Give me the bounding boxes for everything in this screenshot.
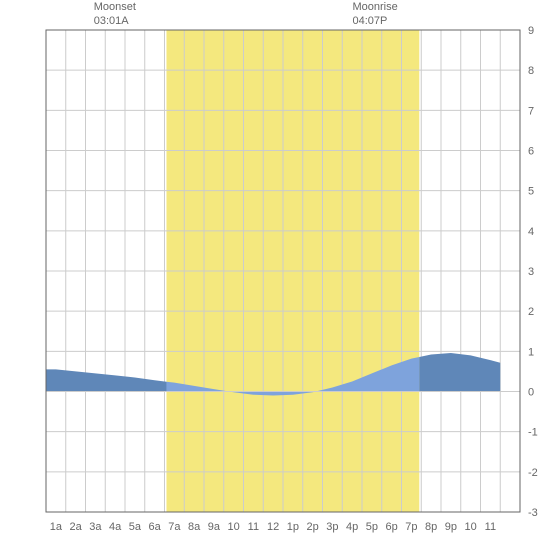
moonrise-label: Moonrise 04:07P xyxy=(352,0,397,29)
svg-text:11: 11 xyxy=(248,521,259,533)
svg-text:12: 12 xyxy=(267,521,279,533)
moonrise-title: Moonrise xyxy=(352,1,397,13)
tide-chart: Moonset 03:01A Moonrise 04:07P -3-2-1012… xyxy=(0,0,550,550)
svg-text:4p: 4p xyxy=(346,521,358,533)
svg-text:7p: 7p xyxy=(405,521,417,533)
svg-text:3: 3 xyxy=(528,266,534,278)
moonset-label: Moonset 03:01A xyxy=(94,0,136,29)
svg-text:9p: 9p xyxy=(445,521,457,533)
svg-text:7: 7 xyxy=(528,105,534,117)
svg-text:4a: 4a xyxy=(109,521,122,533)
svg-text:9: 9 xyxy=(528,25,534,37)
svg-text:9a: 9a xyxy=(208,521,221,533)
svg-text:6: 6 xyxy=(528,146,534,158)
svg-text:2: 2 xyxy=(528,306,534,318)
svg-text:3a: 3a xyxy=(89,521,102,533)
svg-text:1p: 1p xyxy=(287,521,299,533)
svg-text:5a: 5a xyxy=(129,521,142,533)
svg-text:10: 10 xyxy=(228,521,240,533)
svg-text:3p: 3p xyxy=(326,521,338,533)
svg-text:1: 1 xyxy=(528,346,534,358)
svg-text:10: 10 xyxy=(465,521,477,533)
svg-text:8a: 8a xyxy=(188,521,201,533)
svg-text:2p: 2p xyxy=(307,521,319,533)
svg-text:8: 8 xyxy=(528,65,534,77)
moonset-title: Moonset xyxy=(94,1,136,13)
svg-text:8p: 8p xyxy=(425,521,437,533)
svg-text:-1: -1 xyxy=(528,427,538,439)
moonset-time: 03:01A xyxy=(94,15,129,27)
svg-text:5p: 5p xyxy=(366,521,378,533)
moonrise-time: 04:07P xyxy=(352,15,387,27)
svg-text:6a: 6a xyxy=(149,521,162,533)
svg-text:-3: -3 xyxy=(528,507,538,519)
svg-text:0: 0 xyxy=(528,387,534,399)
svg-text:6p: 6p xyxy=(386,521,398,533)
chart-svg: -3-2-101234567891a2a3a4a5a6a7a8a9a101112… xyxy=(0,0,550,550)
svg-text:11: 11 xyxy=(485,521,496,533)
svg-text:7a: 7a xyxy=(168,521,181,533)
svg-text:2a: 2a xyxy=(70,521,83,533)
svg-text:-2: -2 xyxy=(528,467,538,479)
svg-text:4: 4 xyxy=(528,226,534,238)
svg-text:5: 5 xyxy=(528,186,534,198)
svg-text:1a: 1a xyxy=(50,521,63,533)
